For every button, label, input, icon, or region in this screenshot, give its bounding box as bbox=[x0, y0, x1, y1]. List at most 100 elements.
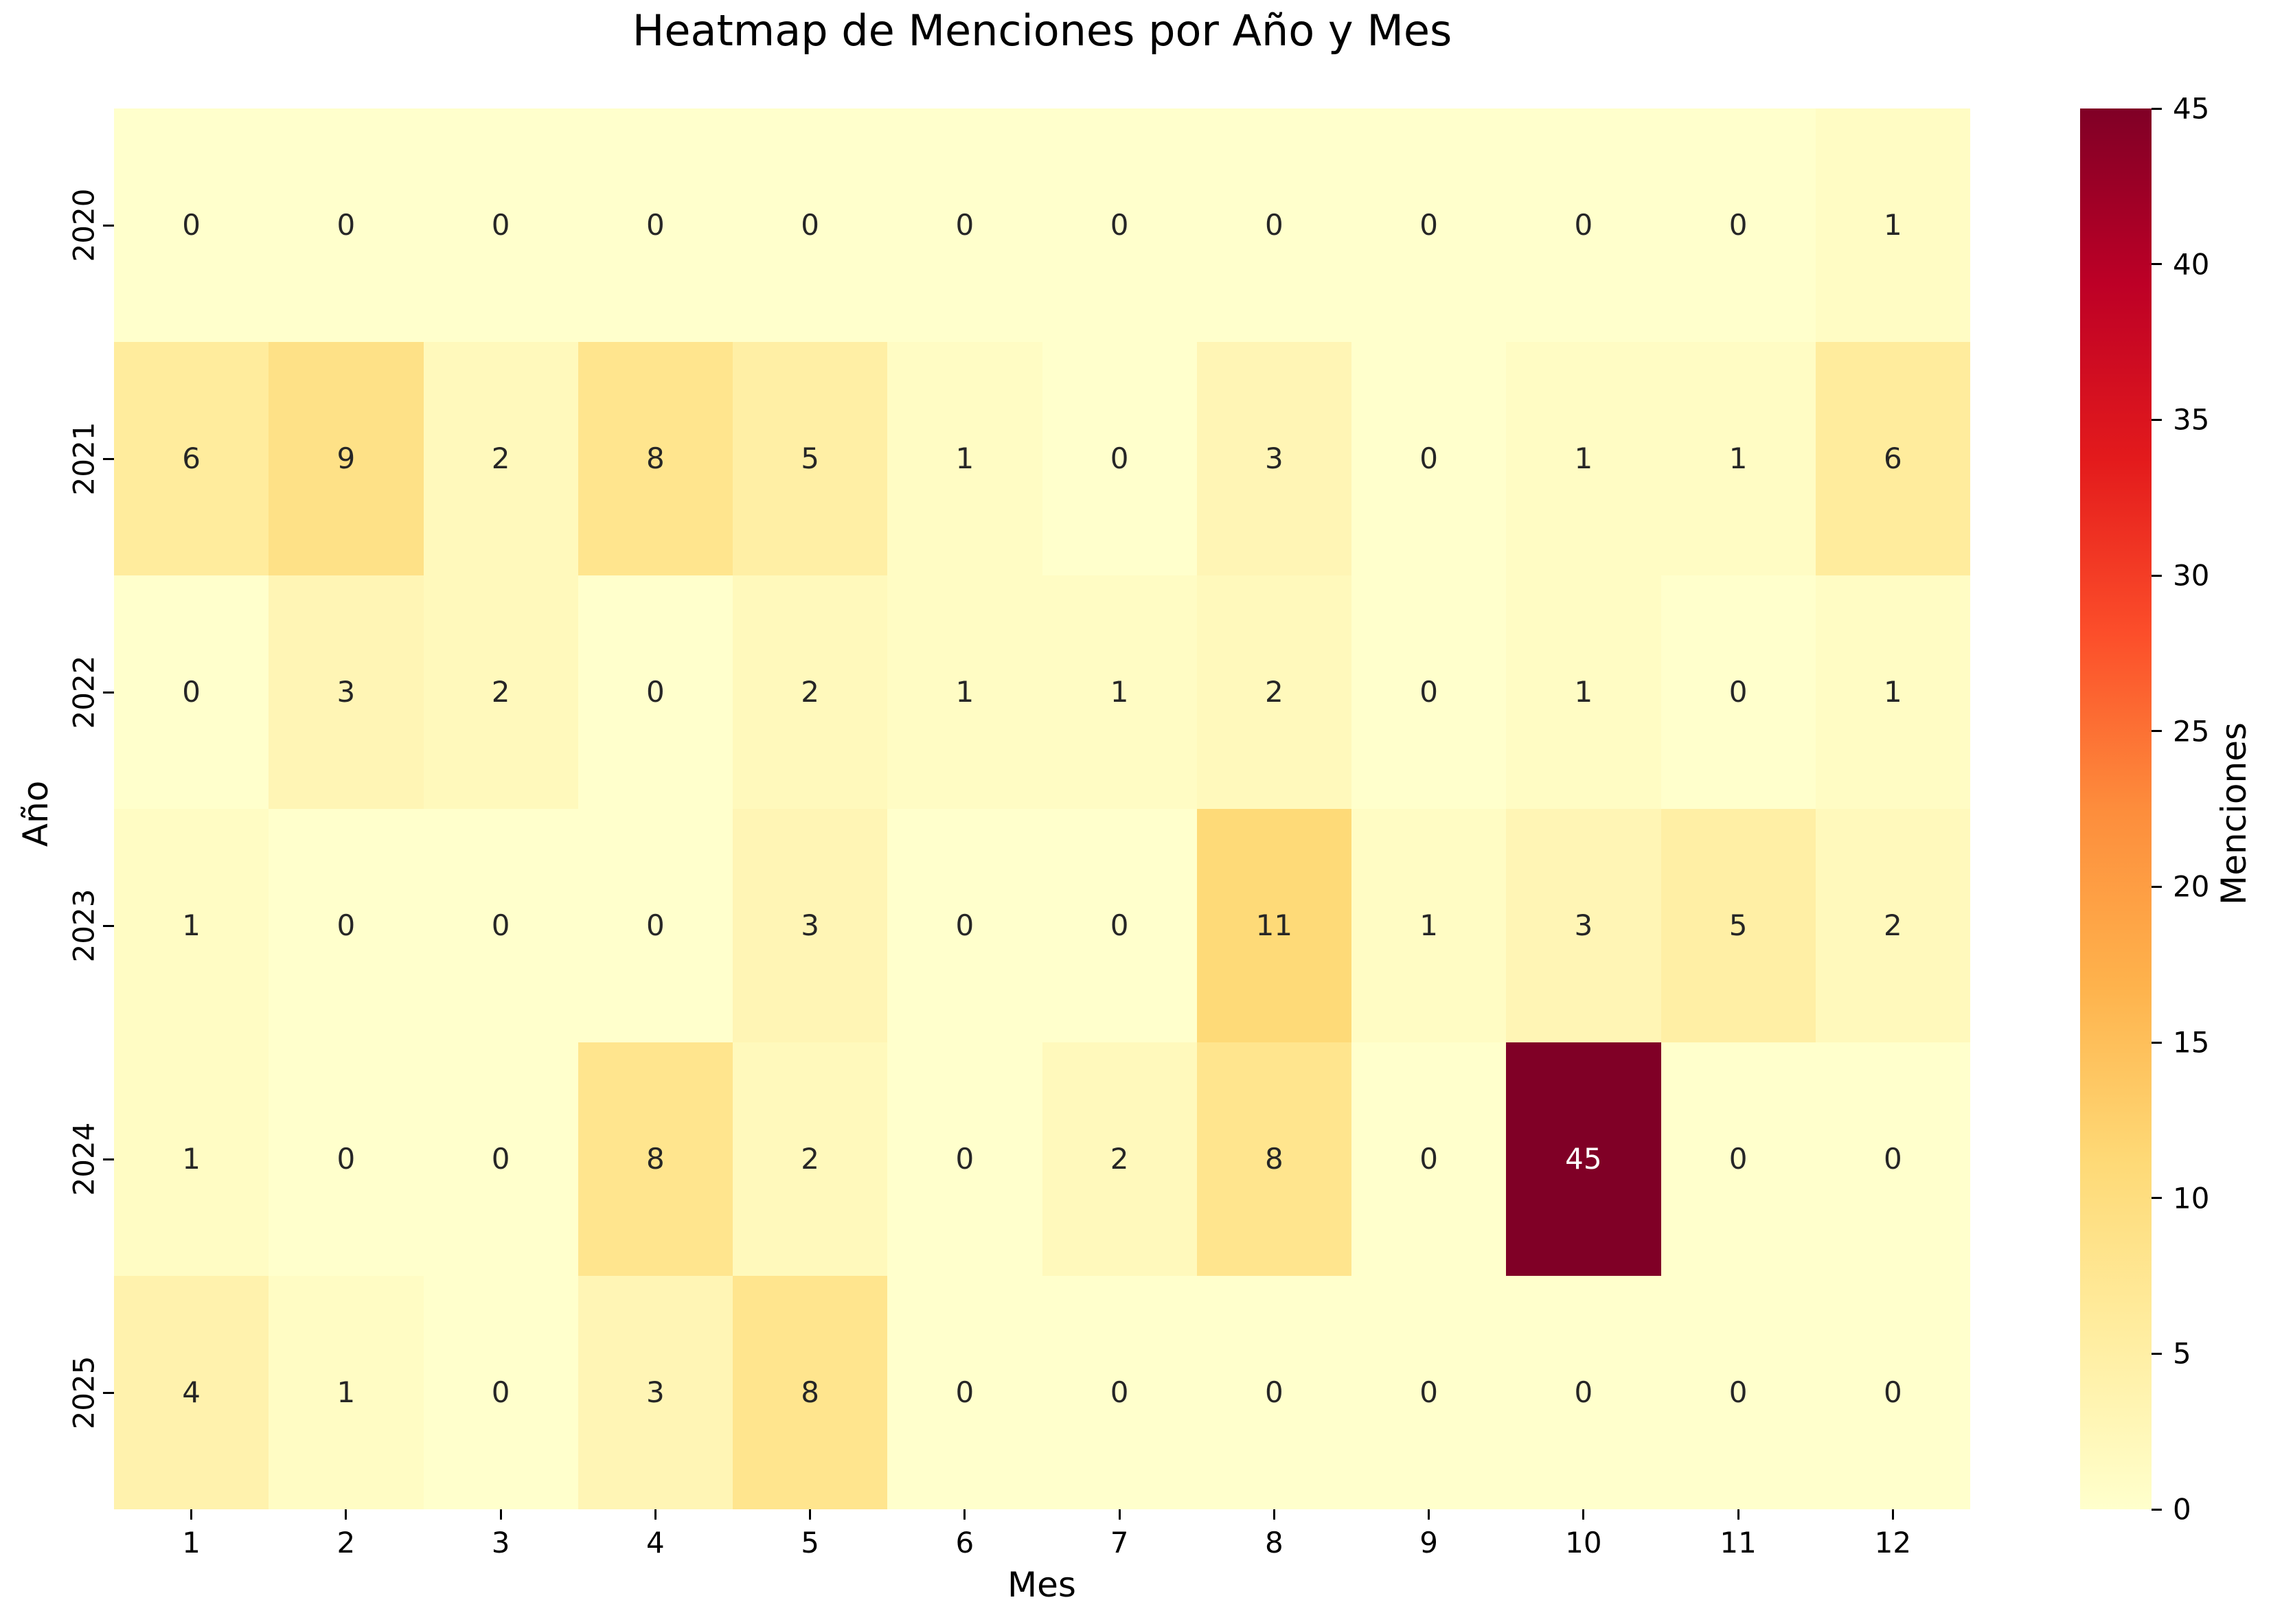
heatmap-cell: 0 bbox=[1351, 1276, 1507, 1509]
cell-value: 0 bbox=[1265, 208, 1283, 242]
colorbar-tick-mark bbox=[2152, 263, 2162, 266]
y-tick-label: 2020 bbox=[67, 188, 101, 262]
colorbar-tick-mark bbox=[2152, 1041, 2162, 1044]
cell-value: 2 bbox=[801, 1142, 819, 1176]
y-tick-mark bbox=[103, 1158, 114, 1160]
heatmap-cell: 2 bbox=[1196, 575, 1351, 809]
cell-value: 2 bbox=[1265, 675, 1283, 709]
cell-value: 1 bbox=[1884, 208, 1902, 242]
heatmap-cell: 0 bbox=[114, 108, 269, 342]
heatmap-cell: 1 bbox=[1042, 575, 1197, 809]
cell-value: 3 bbox=[336, 675, 356, 709]
cell-value: 1 bbox=[1419, 908, 1438, 942]
heatmap-cell: 2 bbox=[423, 342, 578, 575]
heatmap-cell: 0 bbox=[269, 809, 424, 1042]
heatmap-cell: 0 bbox=[114, 575, 269, 809]
heatmap-cell: 0 bbox=[578, 809, 733, 1042]
x-tick-mark bbox=[499, 1509, 502, 1520]
cell-value: 3 bbox=[801, 908, 819, 942]
heatmap-cell: 1 bbox=[1815, 575, 1970, 809]
heatmap-cell: 0 bbox=[1042, 342, 1197, 575]
heatmap-cell: 2 bbox=[733, 1042, 888, 1276]
heatmap-cell: 3 bbox=[1506, 809, 1661, 1042]
cell-value: 2 bbox=[1884, 908, 1902, 942]
heatmap-cell: 0 bbox=[1815, 1042, 1970, 1276]
cell-value: 0 bbox=[1110, 442, 1129, 475]
y-tick-mark bbox=[103, 691, 114, 694]
cell-value: 1 bbox=[1574, 442, 1593, 475]
heatmap-cell: 2 bbox=[1042, 1042, 1197, 1276]
cell-value: 0 bbox=[491, 1375, 510, 1409]
cell-value: 0 bbox=[182, 208, 201, 242]
heatmap-cell: 0 bbox=[1661, 1276, 1816, 1509]
heatmap-cell: 0 bbox=[1661, 575, 1816, 809]
cell-value: 0 bbox=[955, 208, 974, 242]
heatmap-cell: 1 bbox=[1815, 108, 1970, 342]
cell-value: 0 bbox=[1574, 208, 1593, 242]
heatmap-cell: 0 bbox=[733, 108, 888, 342]
heatmap-cell: 0 bbox=[887, 108, 1042, 342]
cell-value: 1 bbox=[182, 908, 201, 942]
heatmap-cell: 0 bbox=[1196, 1276, 1351, 1509]
cell-value: 0 bbox=[646, 675, 665, 709]
x-tick-label: 8 bbox=[1265, 1526, 1283, 1559]
cell-value: 0 bbox=[1884, 1142, 1902, 1176]
cell-value: 0 bbox=[801, 208, 819, 242]
heatmap-cell: 0 bbox=[578, 575, 733, 809]
cell-value: 0 bbox=[1728, 1142, 1748, 1176]
colorbar-tick-label: 20 bbox=[2173, 869, 2210, 904]
heatmap-cell: 3 bbox=[269, 575, 424, 809]
colorbar-tick-mark bbox=[2152, 1197, 2162, 1200]
heatmap-cell: 11 bbox=[1196, 809, 1351, 1042]
x-tick-mark bbox=[1428, 1509, 1430, 1520]
heatmap-cell: 2 bbox=[733, 575, 888, 809]
cell-value: 6 bbox=[182, 442, 201, 475]
cell-value: 3 bbox=[1265, 442, 1283, 475]
cell-value: 1 bbox=[1884, 675, 1902, 709]
heatmap-cell: 1 bbox=[887, 575, 1042, 809]
x-tick-mark bbox=[1273, 1509, 1275, 1520]
cell-value: 0 bbox=[1265, 1375, 1283, 1409]
colorbar-tick-label: 40 bbox=[2173, 247, 2210, 282]
heatmap-cell: 6 bbox=[1815, 342, 1970, 575]
cell-value: 0 bbox=[1419, 1375, 1438, 1409]
x-tick-mark bbox=[809, 1509, 812, 1520]
x-tick-label: 10 bbox=[1565, 1526, 1602, 1559]
y-tick-label: 2023 bbox=[67, 889, 101, 963]
heatmap-cell: 0 bbox=[1351, 342, 1507, 575]
heatmap-cell: 3 bbox=[1196, 342, 1351, 575]
cell-value: 1 bbox=[336, 1375, 356, 1409]
cell-value: 8 bbox=[646, 1142, 665, 1176]
heatmap-cell: 8 bbox=[578, 1042, 733, 1276]
colorbar-label: Menciones bbox=[2214, 722, 2254, 906]
x-tick-label: 1 bbox=[182, 1526, 201, 1559]
colorbar bbox=[2080, 108, 2152, 1509]
x-tick-mark bbox=[1891, 1509, 1894, 1520]
heatmap-cell: 0 bbox=[1815, 1276, 1970, 1509]
colorbar-tick-label: 15 bbox=[2173, 1025, 2210, 1060]
colorbar-tick-label: 10 bbox=[2173, 1181, 2210, 1215]
cell-value: 6 bbox=[1884, 442, 1902, 475]
heatmap-cell: 5 bbox=[1661, 809, 1816, 1042]
cell-value: 11 bbox=[1255, 908, 1293, 942]
cell-value: 3 bbox=[1574, 908, 1593, 942]
x-tick-mark bbox=[190, 1509, 193, 1520]
heatmap-cell: 6 bbox=[114, 342, 269, 575]
cell-value: 2 bbox=[1110, 1142, 1129, 1176]
heatmap-cell: 1 bbox=[1661, 342, 1816, 575]
heatmap-cell: 8 bbox=[733, 1276, 888, 1509]
heatmap-cell: 0 bbox=[578, 108, 733, 342]
y-tick-label: 2022 bbox=[67, 655, 101, 729]
x-tick-mark bbox=[1737, 1509, 1739, 1520]
y-tick-label: 2025 bbox=[67, 1356, 101, 1430]
colorbar-tick-label: 35 bbox=[2173, 402, 2210, 437]
cell-value: 0 bbox=[955, 1142, 974, 1176]
cell-value: 5 bbox=[1728, 908, 1748, 942]
cell-value: 0 bbox=[182, 675, 201, 709]
heatmap-cell: 0 bbox=[1042, 108, 1197, 342]
heatmap-cell: 0 bbox=[1661, 108, 1816, 342]
colorbar-tick-mark bbox=[2152, 1352, 2162, 1355]
x-tick-label: 4 bbox=[646, 1526, 665, 1559]
cell-value: 45 bbox=[1565, 1142, 1602, 1176]
